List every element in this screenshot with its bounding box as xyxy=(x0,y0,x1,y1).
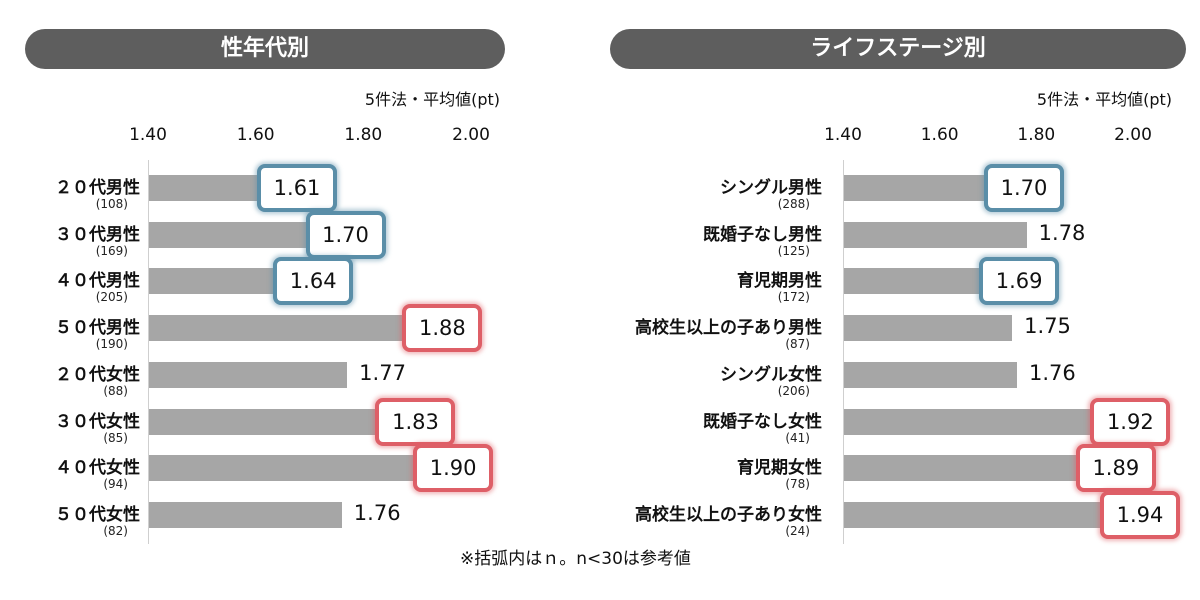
value-label-highlighted: 1.94 xyxy=(1100,490,1180,539)
bar xyxy=(149,221,310,248)
sample-size-label: (41) xyxy=(785,430,810,445)
sample-size-label: (288) xyxy=(777,197,810,211)
category-label: 育児期男性 xyxy=(737,271,822,292)
category-label: 高校生以上の子あり男性 xyxy=(635,318,822,339)
sample-size-label: (108) xyxy=(95,197,128,211)
category-label: ２０代男性 xyxy=(55,178,140,198)
category-label: 既婚子なし女性 xyxy=(703,411,822,432)
value-label-highlighted: 1.70 xyxy=(984,164,1064,212)
sample-size-label: (205) xyxy=(95,290,128,305)
bar xyxy=(844,175,988,201)
bar xyxy=(149,361,348,388)
category-label: ５０代女性 xyxy=(55,504,140,525)
value-label: 1.75 xyxy=(1024,314,1071,339)
x-tick-label: 2.00 xyxy=(1114,125,1152,145)
value-label: 1.78 xyxy=(1038,220,1086,245)
bar xyxy=(844,221,1027,248)
x-tick-label: 1.80 xyxy=(344,125,383,145)
y-axis-line xyxy=(148,160,149,544)
value-label-highlighted: 1.88 xyxy=(402,304,483,353)
bar xyxy=(149,408,380,435)
category-label: 育児期女性 xyxy=(737,458,822,479)
bar xyxy=(844,501,1104,528)
x-tick-label: 1.40 xyxy=(129,125,167,145)
category-label: ５０代男性 xyxy=(55,318,140,339)
category-label: ３０代女性 xyxy=(55,411,140,432)
category-label: 高校生以上の子あり女性 xyxy=(635,504,822,525)
bar xyxy=(844,315,1013,342)
sample-size-label: (88) xyxy=(103,383,128,398)
x-tick-label: 1.40 xyxy=(824,125,862,145)
value-label-highlighted: 1.70 xyxy=(305,210,386,259)
value-label-highlighted: 1.83 xyxy=(375,397,456,446)
sample-size-label: (190) xyxy=(95,337,128,352)
bar xyxy=(149,501,342,528)
unit-label: 5件法・平均値(pt) xyxy=(364,90,500,109)
x-tick-label: 1.60 xyxy=(236,125,275,145)
sample-size-label: (206) xyxy=(777,383,810,398)
unit-label: 5件法・平均値(pt) xyxy=(1036,90,1172,109)
value-label-highlighted: 1.89 xyxy=(1075,444,1156,493)
sample-size-label: (24) xyxy=(785,523,810,538)
footnote: ※括弧内はｎ。n<30は参考値 xyxy=(460,549,691,569)
sample-size-label: (169) xyxy=(95,243,128,258)
chart-title: 性年代別 xyxy=(25,29,505,69)
value-label: 1.76 xyxy=(353,500,401,525)
sample-size-label: (94) xyxy=(103,477,128,492)
bar xyxy=(149,315,407,342)
chart-title: ライフステージ別 xyxy=(610,29,1186,69)
sample-size-label: (78) xyxy=(785,477,810,492)
x-tick-label: 2.00 xyxy=(452,125,490,145)
value-label-highlighted: 1.69 xyxy=(979,257,1060,306)
bar xyxy=(149,455,418,482)
category-label: シングル男性 xyxy=(720,178,822,198)
bar xyxy=(844,408,1095,435)
category-label: シングル女性 xyxy=(720,364,822,385)
y-axis-line xyxy=(843,160,844,544)
category-label: 既婚子なし男性 xyxy=(703,224,822,245)
category-label: ２０代女性 xyxy=(55,364,140,385)
sample-size-label: (82) xyxy=(103,523,128,538)
x-tick-label: 1.80 xyxy=(1017,125,1056,145)
value-label-highlighted: 1.90 xyxy=(413,444,494,493)
x-tick-label: 1.60 xyxy=(920,125,959,145)
category-label: ４０代男性 xyxy=(55,271,140,292)
value-label: 1.77 xyxy=(359,360,406,385)
value-label-highlighted: 1.92 xyxy=(1090,397,1171,446)
sample-size-label: (172) xyxy=(777,290,810,305)
sample-size-label: (85) xyxy=(103,430,128,445)
bar xyxy=(149,268,278,295)
sample-size-label: (125) xyxy=(777,243,810,258)
value-label: 1.76 xyxy=(1029,360,1076,385)
category-label: ４０代女性 xyxy=(55,458,140,479)
bar xyxy=(844,455,1080,482)
category-label: ３０代男性 xyxy=(55,224,140,245)
value-label-highlighted: 1.61 xyxy=(257,164,338,212)
bar xyxy=(844,268,984,295)
bar xyxy=(844,361,1017,388)
sample-size-label: (87) xyxy=(785,337,810,352)
bar xyxy=(149,175,262,201)
value-label-highlighted: 1.64 xyxy=(273,257,354,306)
